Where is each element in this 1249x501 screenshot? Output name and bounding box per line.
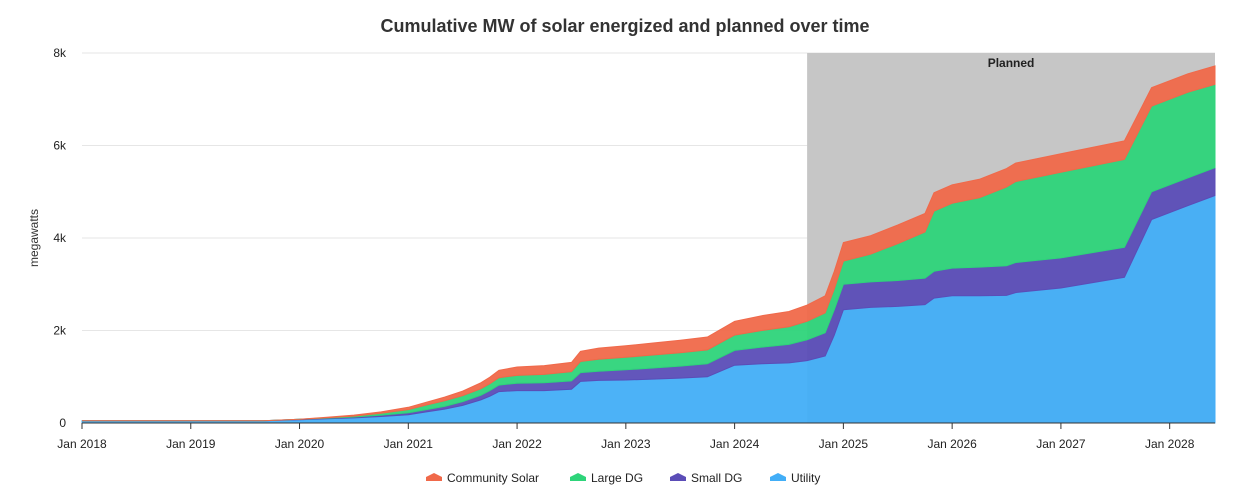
planned-band-label: Planned bbox=[988, 56, 1035, 70]
legend: Community Solar Large DG Small DG Utility bbox=[426, 471, 820, 485]
x-tick-label: Jan 2023 bbox=[601, 437, 651, 451]
chart-title: Cumulative MW of solar energized and pla… bbox=[380, 16, 869, 36]
legend-swatch bbox=[570, 473, 586, 481]
legend-swatch bbox=[770, 473, 786, 481]
x-tick-label: Jan 2021 bbox=[384, 437, 434, 451]
y-tick-label: 8k bbox=[53, 46, 67, 60]
x-axis: Jan 2018 Jan 2019 Jan 2020 Jan 2021 Jan 2022… bbox=[57, 422, 1215, 451]
x-tick-label: Jan 2022 bbox=[492, 437, 542, 451]
x-tick-label: Jan 2019 bbox=[166, 437, 216, 451]
legend-item-label[interactable]: Large DG bbox=[591, 471, 643, 485]
legend-swatch bbox=[426, 473, 442, 481]
y-tick-label: 0 bbox=[59, 416, 66, 430]
x-tick-label: Jan 2018 bbox=[57, 437, 107, 451]
area-community-solar bbox=[82, 65, 1216, 422]
x-tick-label: Jan 2028 bbox=[1145, 437, 1195, 451]
x-tick-label: Jan 2024 bbox=[710, 437, 760, 451]
y-tick-label: 6k bbox=[53, 139, 67, 153]
planned-band-label-group: Planned bbox=[988, 56, 1035, 70]
y-tick-label: 2k bbox=[53, 324, 67, 338]
x-tick-label: Jan 2027 bbox=[1036, 437, 1086, 451]
x-tick-label: Jan 2020 bbox=[275, 437, 325, 451]
x-tick-label: Jan 2025 bbox=[819, 437, 869, 451]
legend-item-label[interactable]: Small DG bbox=[691, 471, 742, 485]
area-series bbox=[81, 65, 1216, 424]
y-tick-label: 4k bbox=[53, 231, 67, 245]
y-axis: 0 2k 4k 6k 8k bbox=[53, 46, 67, 430]
legend-item-label[interactable]: Community Solar bbox=[447, 471, 539, 485]
legend-swatch bbox=[670, 473, 686, 481]
y-axis-label: megawatts bbox=[27, 209, 41, 267]
legend-item-label[interactable]: Utility bbox=[791, 471, 820, 485]
x-tick-label: Jan 2026 bbox=[927, 437, 977, 451]
